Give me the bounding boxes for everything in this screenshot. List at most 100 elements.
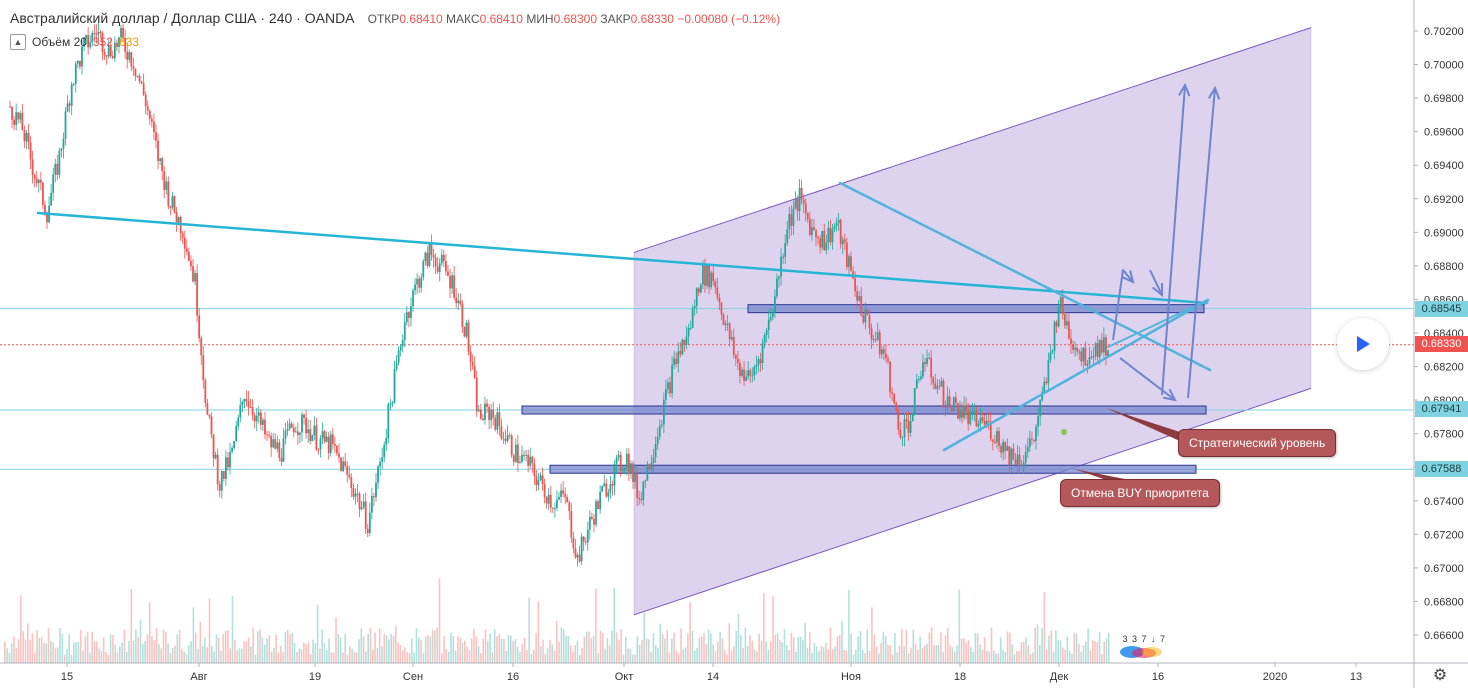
candle-body	[975, 410, 978, 427]
candle-body	[699, 284, 702, 293]
volume-bar	[330, 652, 333, 663]
volume-bar	[468, 649, 471, 663]
volume-bar	[273, 647, 275, 663]
candle-body	[778, 276, 780, 279]
candle-body	[564, 493, 567, 498]
candle-body	[922, 362, 924, 377]
volume-bar	[211, 645, 213, 663]
volume-bar	[627, 648, 629, 663]
channel-lower-line	[633, 387, 1312, 616]
candle-body	[811, 227, 813, 235]
candle-body	[259, 412, 262, 425]
candle-body	[208, 414, 211, 417]
callout-strategic-level[interactable]: Стратегический уровень	[1178, 429, 1337, 457]
volume-bar	[714, 651, 717, 663]
price-tick-label: 0.67000	[1424, 563, 1464, 575]
candle-body	[1068, 321, 1070, 339]
candle-body	[946, 396, 949, 408]
candle-body	[432, 254, 435, 258]
volume-bar	[286, 630, 289, 663]
volume-bar	[850, 634, 852, 663]
volume-bar	[516, 646, 519, 663]
candle-body	[996, 431, 998, 443]
candle-body	[551, 507, 554, 509]
volume-bar	[33, 652, 36, 663]
volume-bar	[995, 653, 997, 663]
volume-bar	[949, 644, 951, 663]
volume-bar	[1002, 650, 1004, 663]
volume-bar	[188, 645, 190, 663]
volume-bar	[38, 638, 41, 663]
volume-bar	[1029, 654, 1032, 663]
volume-bar	[1043, 592, 1046, 663]
time-tick-label: Сен	[403, 671, 423, 683]
volume-bar	[125, 651, 128, 663]
chevron-up-icon[interactable]: ▲	[10, 34, 26, 50]
volume-bar	[871, 607, 873, 663]
volume-bar	[362, 636, 365, 663]
gear-icon[interactable]: ⚙	[1432, 667, 1448, 684]
volume-bar	[73, 642, 75, 663]
candle-body	[580, 536, 583, 562]
candle-body	[658, 425, 661, 437]
candle-body	[410, 306, 412, 318]
candle-body	[1051, 350, 1054, 353]
candle-body	[33, 174, 36, 179]
volume-bar	[965, 642, 967, 663]
volume-bar	[86, 631, 89, 663]
candle-body	[613, 463, 616, 486]
volume-bar	[562, 629, 565, 663]
volume-bar	[257, 631, 259, 663]
volume-bar	[390, 633, 392, 663]
candle-body	[899, 429, 902, 438]
volume-bar	[1101, 654, 1103, 663]
volume-bar	[438, 578, 441, 663]
volume-bar	[171, 647, 174, 663]
volume-bar	[296, 652, 298, 663]
candle-body	[897, 410, 900, 430]
candle-body	[282, 438, 285, 462]
volume-bar	[498, 633, 501, 663]
volume-bar	[351, 648, 353, 663]
candle-body	[712, 272, 715, 282]
candle-body	[116, 42, 118, 47]
volume-bar	[1018, 650, 1020, 663]
volume-bar	[353, 651, 356, 663]
candle-body	[17, 112, 20, 120]
price-marker-cancel: 0.67588	[1415, 461, 1468, 477]
candle-body	[630, 463, 632, 475]
candle-body	[1008, 446, 1011, 465]
candle-body	[1086, 364, 1089, 366]
volume-bar	[275, 634, 277, 663]
volume-bar	[385, 635, 388, 663]
volume-bar	[213, 651, 215, 663]
candle-body	[103, 51, 106, 56]
time-axis[interactable]: 15 Авг 19 Сен 16 Окт 14 Ноя 18 Дек 16 2020 13	[0, 662, 1468, 683]
volume-bar	[220, 651, 222, 663]
volume-bar	[89, 652, 91, 663]
volume-bar	[740, 635, 742, 663]
candle-body	[1012, 448, 1015, 460]
volume-bar	[776, 633, 779, 663]
volume-bar	[769, 641, 772, 663]
candle-body	[765, 330, 768, 335]
callout-cancel-buy[interactable]: Отмена BUY приоритета	[1060, 479, 1220, 507]
candle-body	[907, 421, 910, 433]
candle-body	[1024, 451, 1027, 463]
candle-body	[375, 482, 377, 498]
volume-bar	[744, 627, 747, 663]
time-tick-label: Окт	[615, 671, 634, 683]
candle-body	[535, 476, 538, 485]
candle-body	[274, 439, 277, 449]
candle-body	[438, 263, 441, 272]
volume-bar	[162, 629, 165, 663]
volume-bar	[374, 632, 376, 663]
volume-bar	[240, 648, 243, 663]
candle-body	[1065, 321, 1068, 326]
candle-body	[967, 410, 970, 425]
play-button[interactable]	[1337, 318, 1389, 370]
candle-body	[954, 397, 957, 403]
candle-body	[648, 464, 651, 470]
candle-body	[190, 261, 192, 267]
